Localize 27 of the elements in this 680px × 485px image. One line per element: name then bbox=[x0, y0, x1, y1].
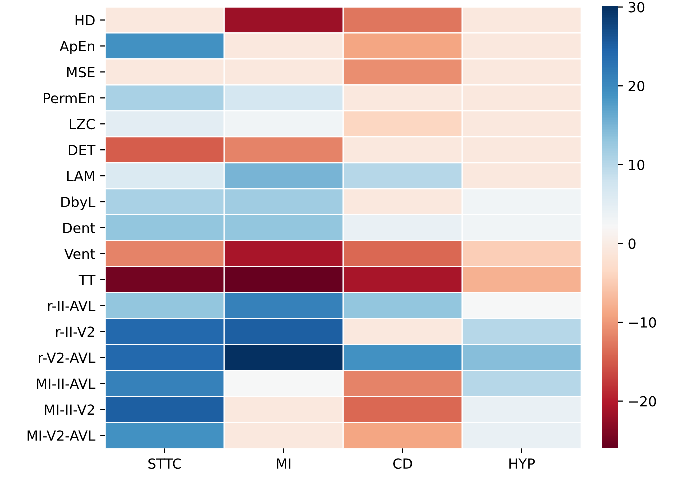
y-tick-label: LZC bbox=[70, 119, 95, 130]
y-tick-label: DET bbox=[69, 145, 96, 156]
y-tick-label: HD bbox=[76, 15, 95, 26]
x-tick-label: CD bbox=[393, 458, 412, 470]
y-tick-label: MI-II-AVL bbox=[37, 378, 96, 389]
color-bar-label: 20 bbox=[628, 81, 645, 92]
y-tick-label: MI-II-V2 bbox=[45, 404, 94, 415]
y-tick-label: r-II-AVL bbox=[48, 300, 96, 312]
color-bar-label: −10 bbox=[629, 317, 656, 328]
y-tick-label: PermEn bbox=[44, 93, 94, 104]
x-tick-label: STTC bbox=[148, 458, 182, 470]
color-bar-label: 30 bbox=[628, 2, 645, 13]
y-tick-label: ApEn bbox=[60, 41, 94, 54]
y-tick-label: LAM bbox=[68, 171, 94, 182]
x-tick-label: MI bbox=[277, 458, 291, 469]
color-bar-label: 0 bbox=[628, 238, 636, 250]
y-tick-label: MSE bbox=[67, 67, 95, 78]
y-tick-label: TT bbox=[78, 275, 96, 286]
x-tick-label: HYP bbox=[510, 458, 536, 469]
y-tick-label: r-V2-AVL bbox=[39, 352, 96, 364]
color-bar-label: −20 bbox=[629, 396, 656, 407]
y-tick-label: Vent bbox=[64, 249, 96, 260]
y-tick-label: Dent bbox=[64, 223, 96, 234]
y-tick-label: r-II-V2 bbox=[56, 326, 94, 338]
y-tick-label: MI-V2-AVL bbox=[28, 430, 96, 441]
color-bar-label: 10 bbox=[629, 160, 645, 170]
y-tick-label: DbyL bbox=[62, 196, 96, 210]
